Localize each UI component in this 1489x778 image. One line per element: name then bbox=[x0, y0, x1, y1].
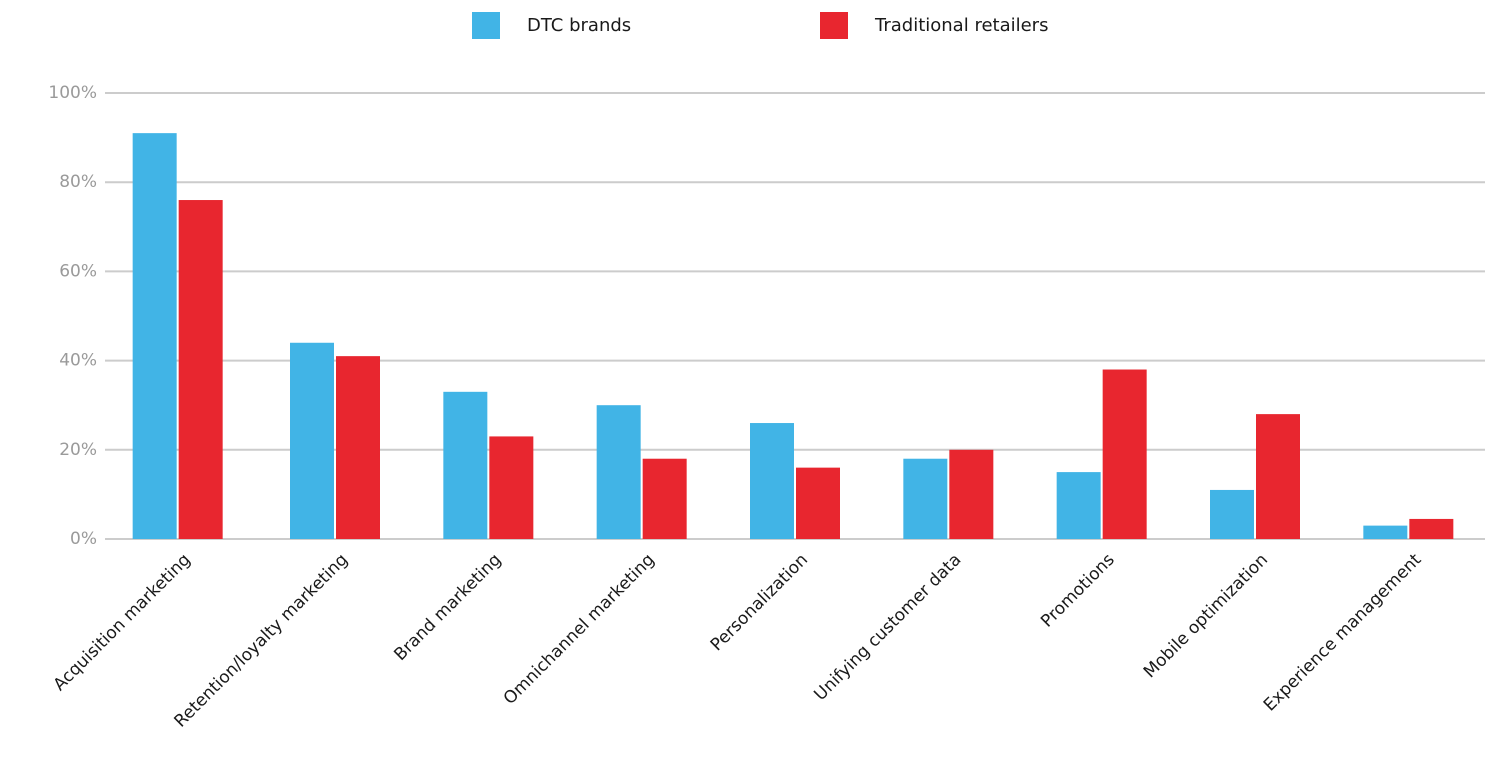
y-tick-label: 80% bbox=[59, 172, 97, 192]
x-tick-label: Mobile optimization bbox=[1140, 550, 1272, 682]
y-tick-label: 100% bbox=[48, 83, 97, 103]
bar bbox=[1102, 369, 1147, 539]
bar bbox=[1409, 518, 1454, 539]
bar bbox=[1056, 472, 1101, 539]
bar bbox=[750, 423, 794, 539]
legend-swatch bbox=[820, 12, 848, 39]
x-tick-label: Personalization bbox=[707, 550, 812, 655]
bar bbox=[1256, 414, 1300, 539]
x-tick-label: Brand marketing bbox=[390, 550, 505, 665]
y-tick-label: 40% bbox=[59, 351, 97, 371]
x-tick-label: Retention/loyalty marketing bbox=[170, 550, 352, 732]
legend-label: DTC brands bbox=[527, 15, 631, 36]
x-tick-label: Promotions bbox=[1037, 550, 1119, 632]
bar bbox=[1210, 489, 1254, 539]
legend-swatch bbox=[472, 12, 500, 39]
bar bbox=[1363, 525, 1408, 539]
y-tick-label: 20% bbox=[59, 440, 97, 460]
bar bbox=[642, 458, 687, 539]
bar bbox=[443, 391, 488, 539]
y-tick-label: 0% bbox=[70, 529, 97, 549]
bar bbox=[903, 458, 948, 539]
legend-label: Traditional retailers bbox=[874, 15, 1048, 36]
bar bbox=[949, 449, 994, 539]
bar bbox=[178, 200, 223, 540]
bar bbox=[596, 405, 641, 539]
x-tick-label: Experience management bbox=[1260, 550, 1426, 716]
bar bbox=[489, 436, 534, 539]
bar bbox=[796, 467, 840, 539]
bar bbox=[132, 133, 177, 539]
bar bbox=[290, 342, 334, 539]
x-tick-label: Acquisition marketing bbox=[50, 550, 195, 695]
x-tick-label: Omnichannel marketing bbox=[500, 550, 659, 709]
x-tick-label: Unifying customer data bbox=[810, 550, 965, 705]
bar bbox=[336, 356, 380, 539]
y-tick-label: 60% bbox=[59, 261, 97, 281]
